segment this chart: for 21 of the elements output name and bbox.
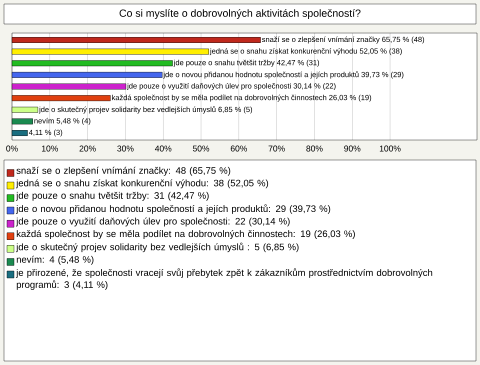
x-tick-label: 10% (42, 146, 58, 152)
text: jde o novou přidanou hodnotu společností a jejích produktů: 29 (39,73 %) (16, 204, 330, 214)
x-tick-label: 30% (117, 146, 134, 152)
text: jde o skutečný projev solidarity bez vedlejších úmyslů : 5 (6,85 %) (16, 242, 299, 252)
text: snaží se o zlepšení vnímání značky: 48 (65,75 %) (16, 166, 230, 176)
text: každá společnost by se měla podílet na dobrovolných činnostech: 19 (26,03 %) (16, 230, 355, 239)
x-tick-label: 80% (306, 146, 323, 152)
x-tick-label: 90% (344, 146, 360, 152)
text: je přirozené, že společnosti vracejí svůj přebytek zpět k zákazníkům prostřednictvím dobrovolných programů: 3 (4,11 %) (16, 268, 432, 290)
x-tick-label: 100% (380, 146, 401, 152)
x-tick-label: 60% (230, 146, 248, 152)
x-tick-label: 40% (154, 146, 172, 152)
text: jedná se o snahu získat konkurenční výhodu: 38 (52,05 %) (16, 179, 268, 188)
x-tick-label: 20% (80, 146, 96, 152)
text: jde pouze o využití daňových úlev pro společnosti: 22 (30,14 %) (16, 218, 290, 226)
x-tick-label: 50% (192, 146, 210, 152)
text: nevím: 4 (5,48 %) (16, 256, 94, 265)
x-tick-label: 0% (6, 146, 18, 152)
x-tick-label: 70% (268, 146, 285, 152)
text: jde pouze o snahu tvětšit tržby: 31 (42,47 %) (16, 192, 209, 201)
chart-title: Co si myslíte o dobrovolných aktivitách společností? (120, 9, 361, 19)
